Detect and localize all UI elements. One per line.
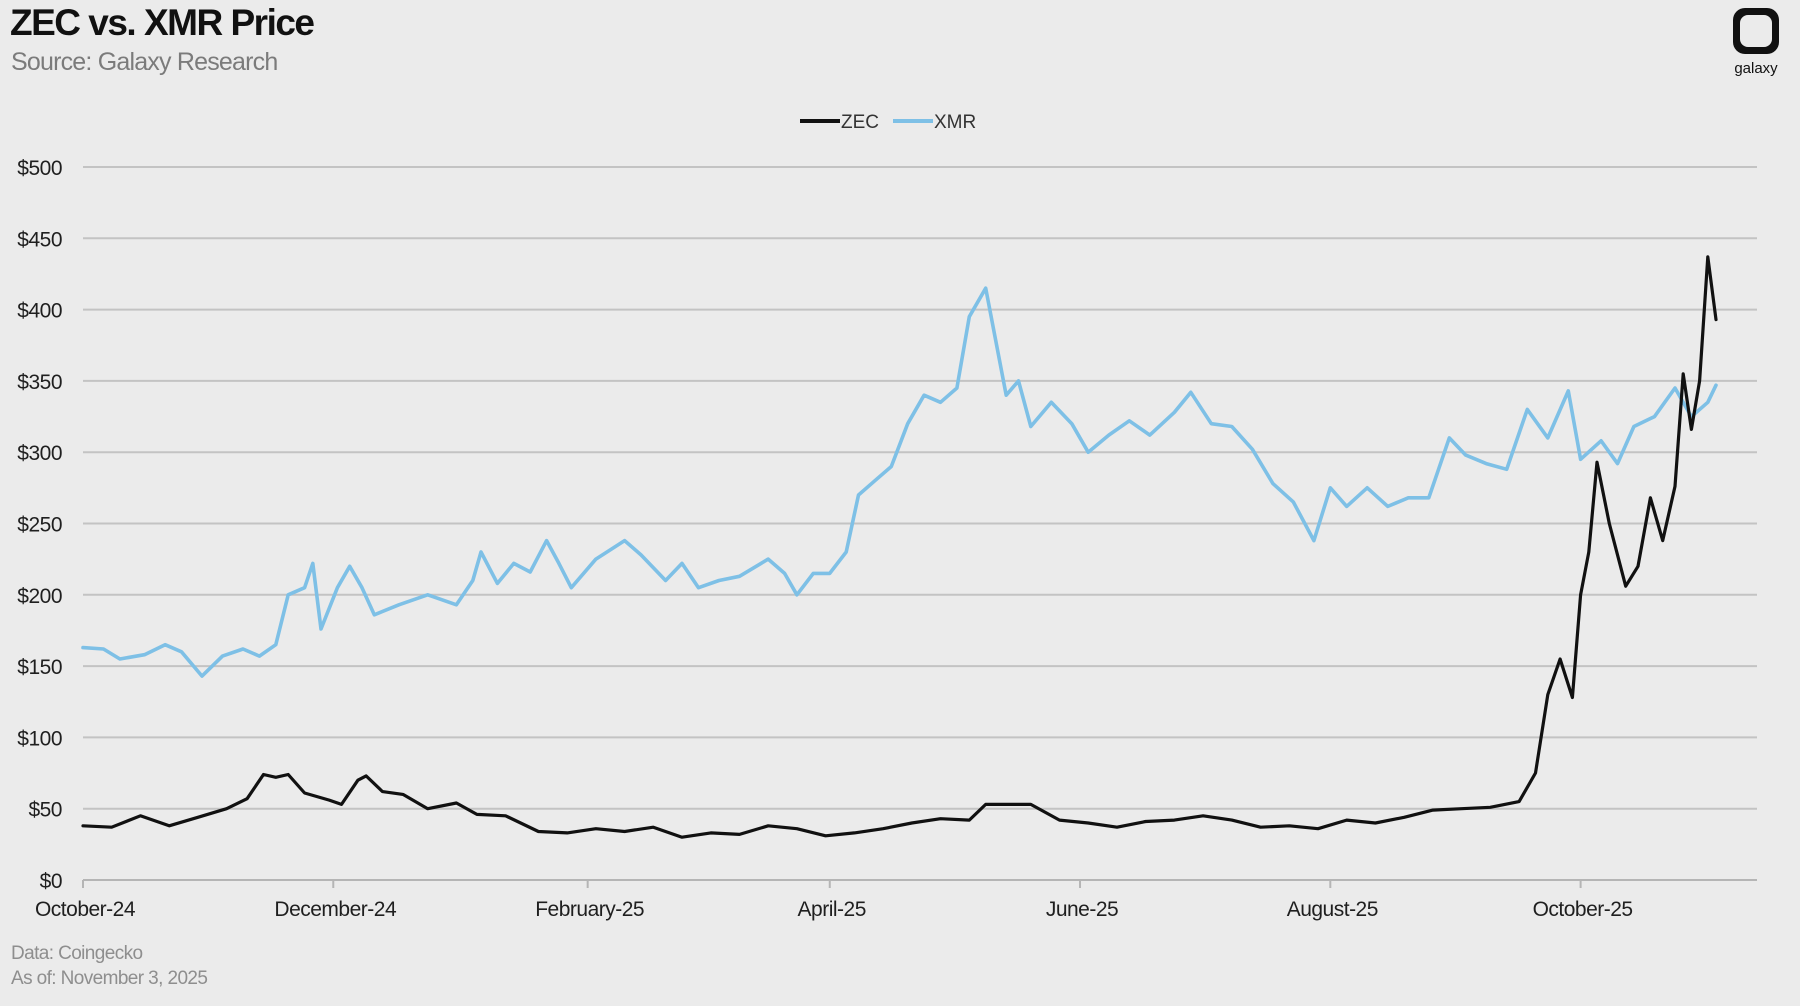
y-tick-label: $50 xyxy=(28,799,62,822)
y-axis-tick-labels: $0 $50 $100 $150 $200 $250 $300 $350 $400 $450 $50… xyxy=(17,157,62,893)
legend-label-zec: ZEC xyxy=(841,112,879,133)
y-tick-label: $350 xyxy=(17,371,62,394)
galaxy-logo: galaxy xyxy=(1716,8,1796,80)
x-tick-label: December-24 xyxy=(274,898,397,921)
y-tick-label: $450 xyxy=(17,228,62,251)
x-tick-label: June-25 xyxy=(1046,898,1118,921)
y-tick-label: $300 xyxy=(17,442,62,465)
x-tick-label: October-24 xyxy=(35,898,136,921)
galaxy-logo-text: galaxy xyxy=(1734,60,1778,77)
y-tick-label: $0 xyxy=(40,870,62,893)
as-of-date-note: As of: November 3, 2025 xyxy=(11,968,208,989)
chart-subtitle: Source: Galaxy Research xyxy=(11,48,278,76)
y-tick-label: $250 xyxy=(17,514,62,537)
y-tick-label: $150 xyxy=(17,656,62,679)
x-axis-tick-labels: October-24 December-24 February-25 April-25… xyxy=(35,880,1633,921)
y-tick-label: $400 xyxy=(17,300,62,323)
y-tick-label: $500 xyxy=(17,157,62,180)
y-tick-label: $100 xyxy=(17,727,62,750)
x-tick-label: October-25 xyxy=(1533,898,1633,921)
legend: ZEC XMR xyxy=(800,112,976,133)
series-line-xmr xyxy=(81,286,1718,678)
chart-title: ZEC vs. XMR Price xyxy=(10,2,315,43)
legend-label-xmr: XMR xyxy=(934,112,976,133)
x-tick-label: April-25 xyxy=(798,898,866,921)
series-line-zec xyxy=(81,255,1718,839)
x-tick-label: February-25 xyxy=(535,898,644,921)
gridlines xyxy=(83,166,1757,881)
x-tick-label: August-25 xyxy=(1287,898,1378,921)
data-source-note: Data: Coingecko xyxy=(11,943,143,964)
series-lines xyxy=(81,255,1718,839)
y-tick-label: $200 xyxy=(17,585,62,608)
galaxy-logo-icon xyxy=(1733,8,1779,54)
